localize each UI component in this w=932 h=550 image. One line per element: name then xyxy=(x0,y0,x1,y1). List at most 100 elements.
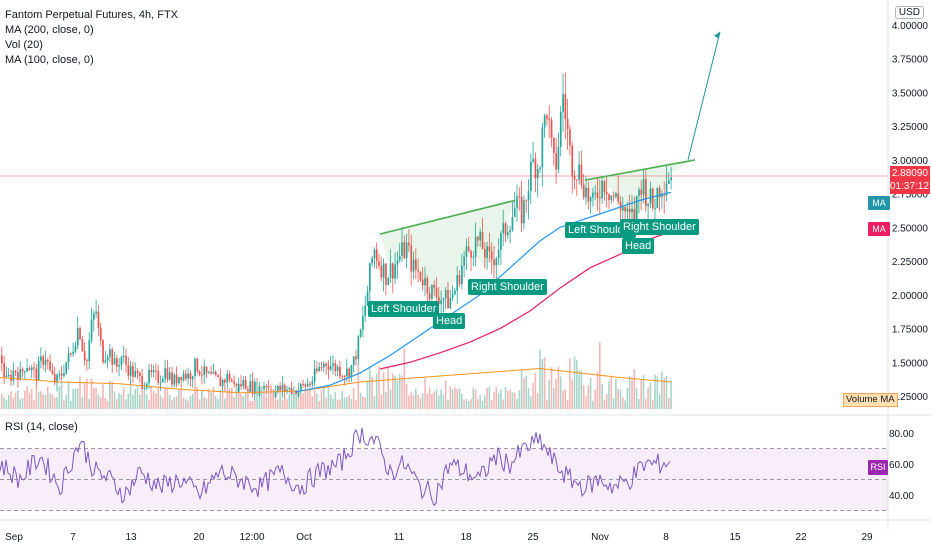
volume-bar xyxy=(47,386,49,409)
candle-body xyxy=(145,383,148,388)
candle-body xyxy=(125,355,127,365)
volume-bar xyxy=(661,371,663,409)
candle-body xyxy=(187,373,189,379)
candle-body xyxy=(180,377,183,381)
candle-body xyxy=(497,250,500,259)
volume-bar xyxy=(369,366,371,409)
legend-ma100[interactable]: MA (100, close, 0) xyxy=(5,54,94,66)
candle-body xyxy=(201,374,203,376)
candle-body xyxy=(116,358,118,367)
volume-bar xyxy=(509,389,511,409)
candle-body xyxy=(65,362,68,374)
volume-bar xyxy=(65,395,67,409)
candle-body xyxy=(97,311,100,328)
volume-bar xyxy=(263,392,265,409)
candle-body xyxy=(297,390,300,397)
volume-bar xyxy=(663,378,665,409)
candle-body xyxy=(277,386,279,391)
volume-bar xyxy=(67,381,70,409)
pattern1-head-label[interactable]: Head xyxy=(433,313,466,329)
candle-body xyxy=(198,371,201,375)
volume-bar xyxy=(617,388,619,409)
volume-bar xyxy=(254,399,256,409)
candle-body xyxy=(596,192,599,198)
candle-body xyxy=(642,178,645,195)
x-tick-label: 13 xyxy=(125,532,137,543)
rsi-title[interactable]: RSI (14, close) xyxy=(5,421,78,433)
candle-body xyxy=(221,379,224,387)
candle-body xyxy=(67,353,70,363)
pattern1-right-shoulder-label[interactable]: Right Shoulder xyxy=(468,279,547,295)
candle-body xyxy=(352,356,355,366)
candle-body xyxy=(426,277,429,294)
candle-body xyxy=(196,358,199,372)
volume-bar xyxy=(1,393,3,409)
candle-body xyxy=(401,242,403,257)
pattern2-left-shoulder-label[interactable]: Left Shoulder xyxy=(565,222,637,238)
volume-bar xyxy=(516,398,518,409)
volume-bar xyxy=(233,397,235,409)
candle-body xyxy=(341,376,344,378)
volume-bar xyxy=(442,395,445,409)
candle-body xyxy=(608,194,610,201)
candle-body xyxy=(288,387,291,390)
candle-body xyxy=(431,284,433,299)
candle-body xyxy=(412,259,415,272)
volume-bar xyxy=(523,378,525,409)
candle-body xyxy=(148,370,150,384)
pattern1-left-shoulder-label[interactable]: Left Shoulder xyxy=(368,301,440,317)
volume-bar xyxy=(35,387,38,409)
candle-body xyxy=(359,329,362,337)
volume-bar xyxy=(484,395,486,409)
volume-bar xyxy=(654,374,656,409)
volume-bar xyxy=(24,390,26,409)
pattern2-head-label[interactable]: Head xyxy=(622,238,655,254)
volume-bar xyxy=(651,399,654,409)
volume-bar xyxy=(394,375,396,409)
pattern2-right-shoulder-label[interactable]: Right Shoulder xyxy=(620,219,699,235)
legend-volume[interactable]: Vol (20) xyxy=(5,39,43,51)
candle-body xyxy=(502,223,505,234)
volume-bar xyxy=(150,386,153,409)
volume-bar xyxy=(19,399,21,409)
pattern-fill xyxy=(380,200,515,302)
candle-body xyxy=(318,367,321,371)
volume-bar xyxy=(493,392,495,409)
volume-bar xyxy=(175,396,178,409)
volume-bar xyxy=(490,399,493,409)
x-tick-label: 11 xyxy=(394,532,405,543)
volume-bar xyxy=(332,398,334,409)
legend-ma200[interactable]: MA (200, close, 0) xyxy=(5,24,94,36)
candle-body xyxy=(433,284,436,288)
volume-bar xyxy=(589,377,592,409)
volume-bar xyxy=(562,390,564,409)
candle-body xyxy=(249,381,252,392)
candle-body xyxy=(612,195,615,197)
volume-bar xyxy=(619,389,622,409)
volume-bar xyxy=(566,399,569,409)
current-price-value: 2.88090 xyxy=(891,168,928,179)
volume-bar xyxy=(412,394,415,409)
volume-bar xyxy=(208,389,210,409)
volume-bar xyxy=(203,396,205,409)
volume-bar xyxy=(520,369,523,409)
candle-body xyxy=(525,200,528,202)
volume-bar xyxy=(237,391,240,409)
x-tick-label: 25 xyxy=(527,532,539,543)
currency-label[interactable]: USD xyxy=(894,6,924,19)
candle-body xyxy=(40,356,42,361)
candle-body xyxy=(86,360,88,362)
volume-bar xyxy=(449,386,452,409)
candle-body xyxy=(396,260,399,265)
candle-body xyxy=(507,232,509,236)
bar-countdown: 01:37:12 xyxy=(890,181,929,192)
candle-body xyxy=(325,363,327,366)
candle-body xyxy=(109,349,111,357)
candle-body xyxy=(81,339,84,352)
volume-bar xyxy=(118,392,120,409)
candle-body xyxy=(438,297,440,305)
y-tick-label: 1.75000 xyxy=(892,325,929,336)
volume-bar xyxy=(316,393,318,409)
candle-body xyxy=(576,179,578,181)
